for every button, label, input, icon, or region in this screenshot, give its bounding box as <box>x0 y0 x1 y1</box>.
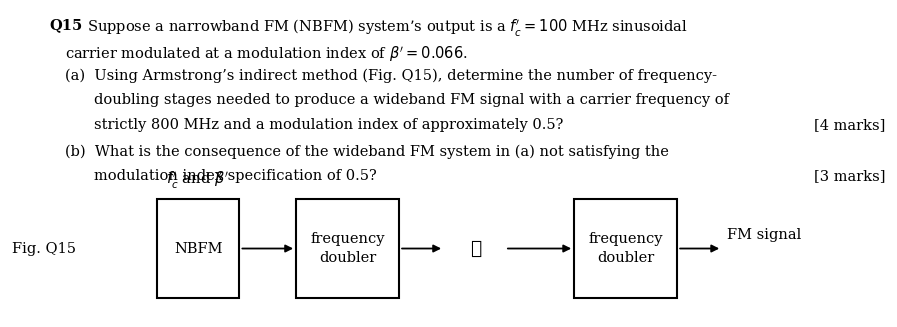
Text: ⋯: ⋯ <box>470 239 481 258</box>
Text: carrier modulated at a modulation index of $\beta^{\prime} = 0.066$.: carrier modulated at a modulation index … <box>65 44 468 64</box>
Text: frequency: frequency <box>310 232 385 246</box>
Bar <box>157 199 239 298</box>
Text: [3 marks]: [3 marks] <box>814 169 885 183</box>
Text: (b)  What is the consequence of the wideband FM system in (a) not satisfying the: (b) What is the consequence of the wideb… <box>65 145 669 159</box>
Text: Q15: Q15 <box>49 18 83 32</box>
Text: doubler: doubler <box>597 251 654 265</box>
Text: doubling stages needed to produce a wideband FM signal with a carrier frequency : doubling stages needed to produce a wide… <box>94 93 729 107</box>
Text: [4 marks]: [4 marks] <box>814 118 885 132</box>
Text: doubler: doubler <box>319 251 376 265</box>
Text: NBFM: NBFM <box>174 242 222 255</box>
Bar <box>296 199 399 298</box>
Text: Fig. Q15: Fig. Q15 <box>12 242 75 255</box>
Bar <box>574 199 677 298</box>
Text: frequency: frequency <box>588 232 663 246</box>
Text: strictly 800 MHz and a modulation index of approximately 0.5?: strictly 800 MHz and a modulation index … <box>94 118 563 132</box>
Text: (a)  Using Armstrong’s indirect method (Fig. Q15), determine the number of frequ: (a) Using Armstrong’s indirect method (F… <box>65 69 718 83</box>
Text: FM signal: FM signal <box>727 229 801 242</box>
Text: Suppose a narrowband FM (NBFM) system’s output is a $f_c^{\prime} = 100$ MHz sin: Suppose a narrowband FM (NBFM) system’s … <box>87 18 688 39</box>
Text: modulation index specification of 0.5?: modulation index specification of 0.5? <box>94 169 377 183</box>
Text: $f_c^{\prime}$ and $\beta^{\prime}$: $f_c^{\prime}$ and $\beta^{\prime}$ <box>166 170 229 191</box>
